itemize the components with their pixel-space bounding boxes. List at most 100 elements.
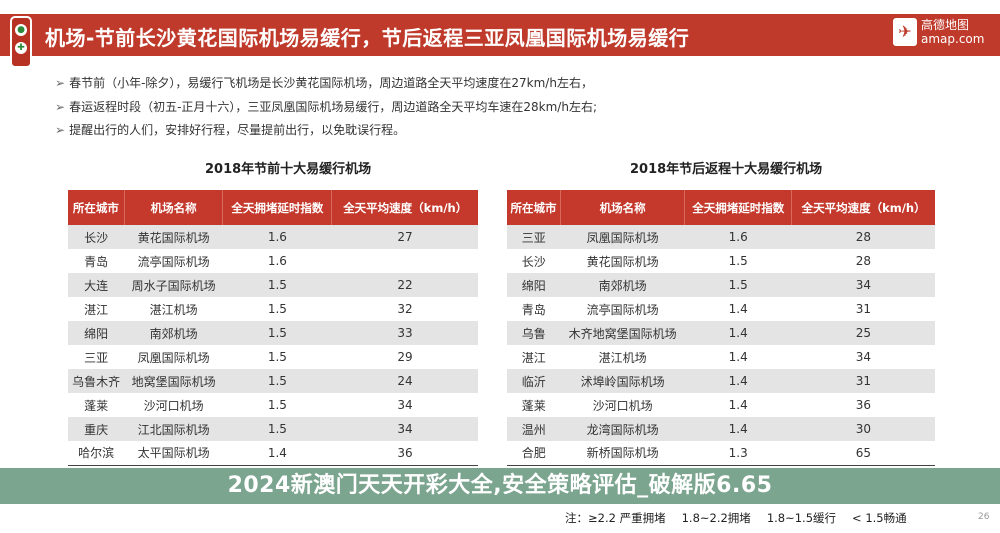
table-cell: 29 (397, 350, 413, 364)
table-cell: 1.4 (267, 445, 287, 460)
arrow-icon: ➢ (55, 76, 66, 90)
table-cell: 木齐地窝堡国际机场 (560, 321, 685, 345)
table-cell: 34 (331, 417, 478, 441)
table-cell: 温州 (507, 417, 561, 441)
table-cell: 大连 (68, 273, 125, 297)
table-cell: 江北国际机场 (124, 417, 223, 441)
table-header-row: 所在城市 机场名称 全天拥堵延时指数 全天平均速度（km/h） (507, 190, 935, 225)
table-cell: 1.6 (267, 254, 287, 268)
table-cell: 34 (855, 350, 871, 364)
page-number: 26 (978, 512, 990, 522)
table-row: 重庆 江北国际机场 1.5 34 (68, 417, 478, 441)
table-row: 温州 龙湾国际机场 1.4 30 (507, 417, 935, 441)
table-cell: 哈尔滨 (78, 446, 115, 461)
table-cell: 沭埠岭国际机场 (560, 369, 685, 393)
table-cell: 33 (331, 321, 478, 345)
column-header: 机场名称 (560, 190, 686, 225)
table-cell: 沙河口机场 (592, 398, 653, 413)
table-cell: 合肥 (521, 446, 546, 461)
table-cell: 地窝堡国际机场 (124, 369, 223, 393)
column-header: 全天平均速度（km/h） (331, 190, 478, 225)
note-item: 注：≥2.2 严重拥堵 (565, 511, 666, 525)
overlay-banner: 2024新澳门天天开彩大全,安全策略评估_破解版6.65 (0, 468, 1000, 504)
table-cell: 1.4 (728, 398, 748, 412)
table-cell: 1.5 (684, 273, 792, 297)
table-cell: 1.5 (267, 302, 287, 316)
table-cell: 1.4 (684, 369, 792, 393)
table-row: 长沙 黄花国际机场 1.5 28 (507, 249, 935, 273)
table-title: 2018年节后返程十大易缓行机场 (630, 162, 823, 177)
table-cell: 1.6 (222, 225, 332, 249)
table-row: 湛江 湛江机场 1.5 32 (68, 297, 478, 321)
amap-logo: ✈ 高德地图 amap.com (893, 18, 984, 46)
table-cell: 34 (397, 398, 413, 412)
column-header: 机场名称 (124, 190, 224, 225)
table-cell: 1.5 (728, 254, 748, 268)
table-cell: 24 (331, 369, 478, 393)
table-cell: 龙湾国际机场 (560, 417, 685, 441)
table-cell: 乌鲁木齐 (68, 369, 125, 393)
table-cell: 南郊机场 (124, 321, 223, 345)
table-cell: 凤凰国际机场 (560, 225, 685, 249)
table-row: 三亚 凤凰国际机场 1.5 29 (68, 345, 478, 369)
table-cell: 湛江机场 (598, 350, 647, 365)
table-cell: 28 (791, 225, 935, 249)
table-row: 长沙 黄花国际机场 1.6 27 (68, 225, 478, 249)
bullet-item: ➢ 提醒出行的人们，安排好行程，尽量提前出行，以免耽误行程。 (55, 119, 597, 143)
table-row: 临沂 沭埠岭国际机场 1.4 31 (507, 369, 935, 393)
slide-header: ● ✚ (0, 14, 1000, 68)
table-cell (332, 249, 478, 273)
table-row: 青岛 流亭国际机场 1.4 31 (507, 297, 935, 321)
table-header-row: 所在城市 机场名称 全天拥堵延时指数 全天平均速度（km/h） (68, 190, 478, 225)
table-row: 哈尔滨 太平国际机场 1.4 36 (68, 441, 478, 465)
table-cell: 1.5 (222, 273, 332, 297)
table-cell: 1.4 (684, 321, 792, 345)
table-cell: 25 (791, 321, 935, 345)
pre-festival-table: 所在城市 机场名称 全天拥堵延时指数 全天平均速度（km/h） 长沙 黄花国际机场 1.6 2… (68, 190, 478, 466)
table-cell: 30 (791, 417, 935, 441)
table-cell: 36 (397, 445, 413, 460)
table-cell: 31 (855, 302, 871, 316)
table-cell: 新桥国际机场 (586, 446, 659, 461)
table-cell: 1.5 (267, 398, 287, 412)
table-row: 大连 周水子国际机场 1.5 22 (68, 273, 478, 297)
table-cell: 1.3 (728, 445, 748, 460)
table-cell: 凤凰国际机场 (137, 350, 210, 365)
table-cell: 1.4 (684, 417, 792, 441)
bullet-text: 提醒出行的人们，安排好行程，尽量提前出行，以免耽误行程。 (69, 123, 406, 137)
table-cell: 青岛 (521, 302, 546, 317)
table-cell: 绵阳 (507, 273, 561, 297)
table-cell: 太平国际机场 (137, 446, 210, 461)
note-item: 1.8~1.5缓行 (766, 511, 837, 525)
table-cell: 南郊机场 (560, 273, 685, 297)
table-cell: 湛江 (521, 350, 546, 365)
table-cell: 湛江 (84, 302, 109, 317)
table-cell: 31 (791, 369, 935, 393)
table-row: 湛江 湛江机场 1.4 34 (507, 345, 935, 369)
table-cell: 三亚 (507, 225, 561, 249)
table-cell: 湛江机场 (149, 302, 198, 317)
table-cell: 1.6 (684, 225, 792, 249)
table-cell: 22 (331, 273, 478, 297)
table-cell: 34 (791, 273, 935, 297)
table-cell: 流亭国际机场 (586, 302, 659, 317)
table-cell: 长沙 (521, 254, 546, 269)
table-row: 绵阳 南郊机场 1.5 34 (507, 273, 935, 297)
column-header: 全天拥堵延时指数 (222, 190, 333, 225)
table-row: 乌鲁木齐 地窝堡国际机场 1.5 24 (68, 369, 478, 393)
table-cell: 周水子国际机场 (124, 273, 223, 297)
slide-title: 机场-节前长沙黄花国际机场易缓行，节后返程三亚凤凰国际机场易缓行 (45, 26, 690, 50)
table-cell: 三亚 (84, 350, 109, 365)
arrow-icon: ➢ (55, 123, 66, 137)
table-cell: 1.4 (728, 302, 748, 316)
table-row: 合肥 新桥国际机场 1.3 65 (507, 441, 935, 465)
table-cell: 沙河口机场 (143, 398, 204, 413)
bullet-text: 春运返程时段（初五-正月十六），三亚凤凰国际机场易缓行，周边道路全天平均车速在2… (69, 99, 597, 114)
table-cell: 黄花国际机场 (586, 254, 659, 269)
amap-logo-icon: ✈ (893, 18, 917, 46)
bullet-list: ➢ 春节前（小年-除夕），易缓行飞机场是长沙黄花国际机场，周边道路全天平均速度在2… (55, 72, 597, 143)
table-cell: 流亭国际机场 (137, 254, 210, 269)
arrow-icon: ➢ (55, 99, 66, 114)
table-cell: 28 (855, 254, 871, 268)
legend-note: 注：≥2.2 严重拥堵 1.8~2.2拥堵 1.8~1.5缓行 < 1.5畅通 (565, 510, 907, 526)
